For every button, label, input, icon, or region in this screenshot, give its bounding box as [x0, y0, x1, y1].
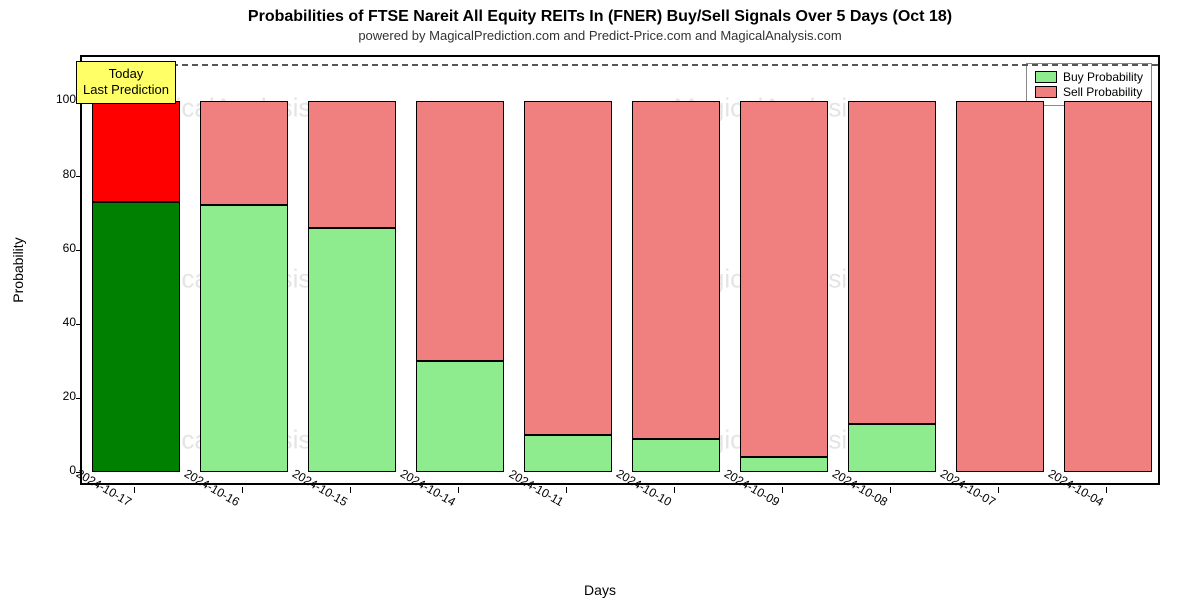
chart-subtitle: powered by MagicalPrediction.com and Pre… [0, 26, 1200, 47]
chart-container: Probabilities of FTSE Nareit All Equity … [0, 0, 1200, 600]
x-tick-mark [350, 487, 351, 493]
x-tick-mark [566, 487, 567, 493]
bar-buy [632, 439, 721, 472]
today-line1: Today [83, 66, 169, 82]
bar-sell [200, 101, 289, 205]
bar-sell [92, 101, 181, 201]
y-tick-mark [76, 250, 82, 251]
legend-row-sell: Sell Probability [1035, 85, 1143, 99]
bar-buy [92, 202, 181, 473]
x-tick-mark [242, 487, 243, 493]
bar-sell [956, 101, 1045, 472]
x-tick-mark [458, 487, 459, 493]
y-tick-label: 100 [56, 92, 76, 106]
bar-sell [740, 101, 829, 457]
x-tick-mark [674, 487, 675, 493]
y-tick-label: 40 [63, 315, 76, 329]
bar-sell [524, 101, 613, 435]
x-axis-label: Days [584, 582, 616, 598]
y-tick-label: 80 [63, 167, 76, 181]
bar-buy [740, 457, 829, 472]
legend-swatch-sell [1035, 86, 1057, 98]
legend-row-buy: Buy Probability [1035, 70, 1143, 84]
y-tick-mark [76, 176, 82, 177]
bar-sell [848, 101, 937, 424]
y-tick-label: 60 [63, 241, 76, 255]
x-tick-mark [998, 487, 999, 493]
bar-buy [416, 361, 505, 472]
bar-sell [632, 101, 721, 438]
legend-swatch-buy [1035, 71, 1057, 83]
today-annotation: TodayLast Prediction [76, 61, 176, 104]
y-tick-mark [76, 324, 82, 325]
bar-buy [200, 205, 289, 472]
plot-area: Buy Probability Sell Probability Magical… [80, 55, 1160, 485]
x-tick-mark [782, 487, 783, 493]
x-axis-ticks: 2024-10-172024-10-162024-10-152024-10-14… [80, 487, 1160, 587]
legend-label-sell: Sell Probability [1063, 85, 1142, 99]
bar-sell [308, 101, 397, 227]
reference-line [82, 64, 1158, 66]
x-tick-mark [890, 487, 891, 493]
chart-title: Probabilities of FTSE Nareit All Equity … [0, 0, 1200, 26]
y-axis-label: Probability [10, 237, 26, 302]
bar-buy [524, 435, 613, 472]
bar-sell [416, 101, 505, 360]
x-tick-mark [134, 487, 135, 493]
today-line2: Last Prediction [83, 82, 169, 98]
bar-buy [848, 424, 937, 472]
y-axis: 020406080100 [40, 55, 80, 485]
y-tick-mark [76, 398, 82, 399]
legend-label-buy: Buy Probability [1063, 70, 1143, 84]
legend: Buy Probability Sell Probability [1026, 63, 1152, 106]
bar-buy [308, 228, 397, 473]
y-tick-label: 20 [63, 389, 76, 403]
x-tick-mark [1106, 487, 1107, 493]
bar-sell [1064, 101, 1153, 472]
